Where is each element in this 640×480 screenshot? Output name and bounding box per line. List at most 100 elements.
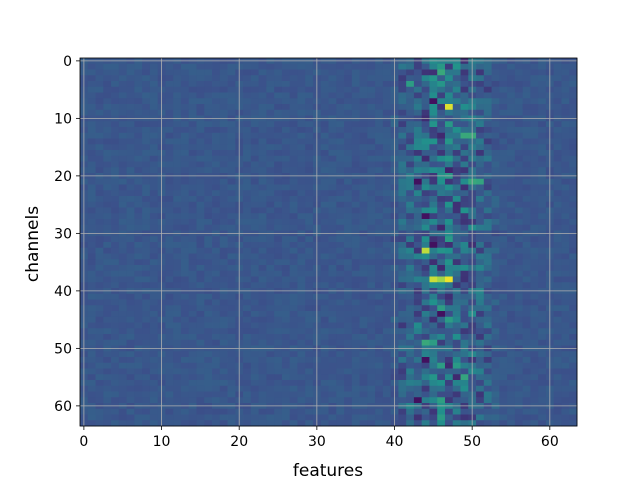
heatmap-cell bbox=[305, 339, 314, 346]
heatmap-cell bbox=[522, 253, 531, 260]
heatmap-cell bbox=[344, 201, 353, 208]
y-tick-label: 30 bbox=[54, 226, 72, 242]
heatmap-cell bbox=[538, 132, 547, 139]
heatmap-cell bbox=[538, 236, 547, 243]
heatmap-cell bbox=[522, 265, 531, 272]
heatmap-cell bbox=[180, 322, 190, 329]
heatmap-cell bbox=[111, 293, 120, 300]
heatmap-cell bbox=[142, 316, 151, 323]
heatmap-cell bbox=[538, 75, 547, 82]
heatmap-cell bbox=[483, 305, 492, 312]
heatmap-cell bbox=[514, 236, 524, 243]
heatmap-cell bbox=[336, 397, 345, 404]
heatmap-cell bbox=[444, 305, 454, 312]
heatmap-cell bbox=[243, 144, 252, 151]
heatmap-cell bbox=[118, 150, 127, 157]
heatmap-cell bbox=[274, 282, 283, 289]
heatmap-cell bbox=[266, 109, 275, 116]
heatmap-cell bbox=[522, 385, 531, 392]
heatmap-cell bbox=[180, 109, 190, 116]
heatmap-cell bbox=[444, 184, 454, 191]
heatmap-cell bbox=[344, 104, 353, 111]
heatmap-cell bbox=[243, 224, 252, 231]
heatmap-cell bbox=[367, 201, 376, 208]
heatmap-cell bbox=[437, 391, 446, 398]
heatmap-cell bbox=[165, 167, 174, 174]
heatmap-cell bbox=[118, 81, 127, 88]
heatmap-cell bbox=[507, 316, 516, 323]
heatmap-cell bbox=[367, 351, 376, 358]
heatmap-cell bbox=[204, 374, 213, 381]
heatmap-cell bbox=[212, 178, 221, 185]
heatmap-cell bbox=[196, 368, 205, 375]
heatmap-cell bbox=[87, 150, 96, 157]
heatmap-cell bbox=[382, 219, 392, 226]
heatmap-cell bbox=[522, 213, 531, 220]
heatmap-cell bbox=[375, 265, 384, 272]
heatmap-cell bbox=[367, 334, 376, 341]
heatmap-cell bbox=[351, 385, 360, 392]
heatmap-cell bbox=[243, 408, 252, 415]
heatmap-cell bbox=[344, 63, 353, 70]
heatmap-cell bbox=[134, 224, 143, 231]
heatmap-cell bbox=[320, 190, 329, 197]
heatmap-cell bbox=[281, 201, 291, 208]
heatmap-cell bbox=[188, 339, 197, 346]
heatmap-cell bbox=[367, 69, 376, 76]
heatmap-cell bbox=[258, 334, 267, 341]
heatmap-cell bbox=[258, 69, 267, 76]
heatmap-cell bbox=[367, 104, 376, 111]
heatmap-cell bbox=[530, 201, 539, 208]
heatmap-cell bbox=[328, 334, 337, 341]
heatmap-cell bbox=[219, 196, 228, 203]
heatmap-cell bbox=[266, 397, 275, 404]
heatmap-cell bbox=[212, 334, 221, 341]
heatmap-cell bbox=[507, 86, 516, 93]
heatmap-cell bbox=[258, 224, 267, 231]
heatmap-cell bbox=[165, 374, 174, 381]
heatmap-cell bbox=[406, 259, 415, 266]
heatmap-cell bbox=[382, 132, 392, 139]
heatmap-cell bbox=[553, 242, 562, 249]
heatmap-cell bbox=[126, 81, 135, 88]
heatmap-cell bbox=[87, 63, 96, 70]
heatmap-cell bbox=[165, 420, 174, 427]
heatmap-cell bbox=[227, 270, 236, 277]
heatmap-cell bbox=[95, 213, 104, 220]
heatmap-cell bbox=[142, 86, 151, 93]
heatmap-cell bbox=[569, 224, 578, 231]
heatmap-cell bbox=[134, 242, 143, 249]
heatmap-cell bbox=[359, 357, 368, 364]
heatmap-cell bbox=[538, 380, 547, 387]
heatmap-cell bbox=[328, 196, 337, 203]
heatmap-cell bbox=[118, 121, 127, 128]
heatmap-cell bbox=[413, 178, 423, 185]
heatmap-cell bbox=[149, 121, 159, 128]
heatmap-cell bbox=[344, 374, 353, 381]
heatmap-cell bbox=[382, 351, 392, 358]
heatmap-cell bbox=[103, 253, 112, 260]
heatmap-cell bbox=[126, 69, 135, 76]
heatmap-cell bbox=[375, 69, 384, 76]
heatmap-cell bbox=[359, 121, 368, 128]
heatmap-cell bbox=[514, 81, 524, 88]
grid-lines bbox=[80, 58, 577, 426]
heatmap-cell bbox=[289, 328, 298, 335]
heatmap-cell bbox=[367, 385, 376, 392]
heatmap-cell bbox=[569, 408, 578, 415]
heatmap-cell bbox=[126, 385, 135, 392]
heatmap-cell bbox=[569, 196, 578, 203]
heatmap-cell bbox=[212, 282, 221, 289]
heatmap-cell bbox=[351, 161, 360, 168]
heatmap-cell bbox=[149, 420, 159, 427]
heatmap-cell bbox=[437, 420, 446, 427]
heatmap-cell bbox=[476, 362, 485, 369]
heatmap-cell bbox=[180, 276, 190, 283]
heatmap-cell bbox=[499, 420, 508, 427]
heatmap-cell bbox=[212, 247, 221, 254]
heatmap-cell bbox=[569, 282, 578, 289]
heatmap-cell bbox=[281, 236, 291, 243]
heatmap-cell bbox=[351, 247, 360, 254]
heatmap-cell bbox=[274, 265, 283, 272]
heatmap-cell bbox=[134, 69, 143, 76]
